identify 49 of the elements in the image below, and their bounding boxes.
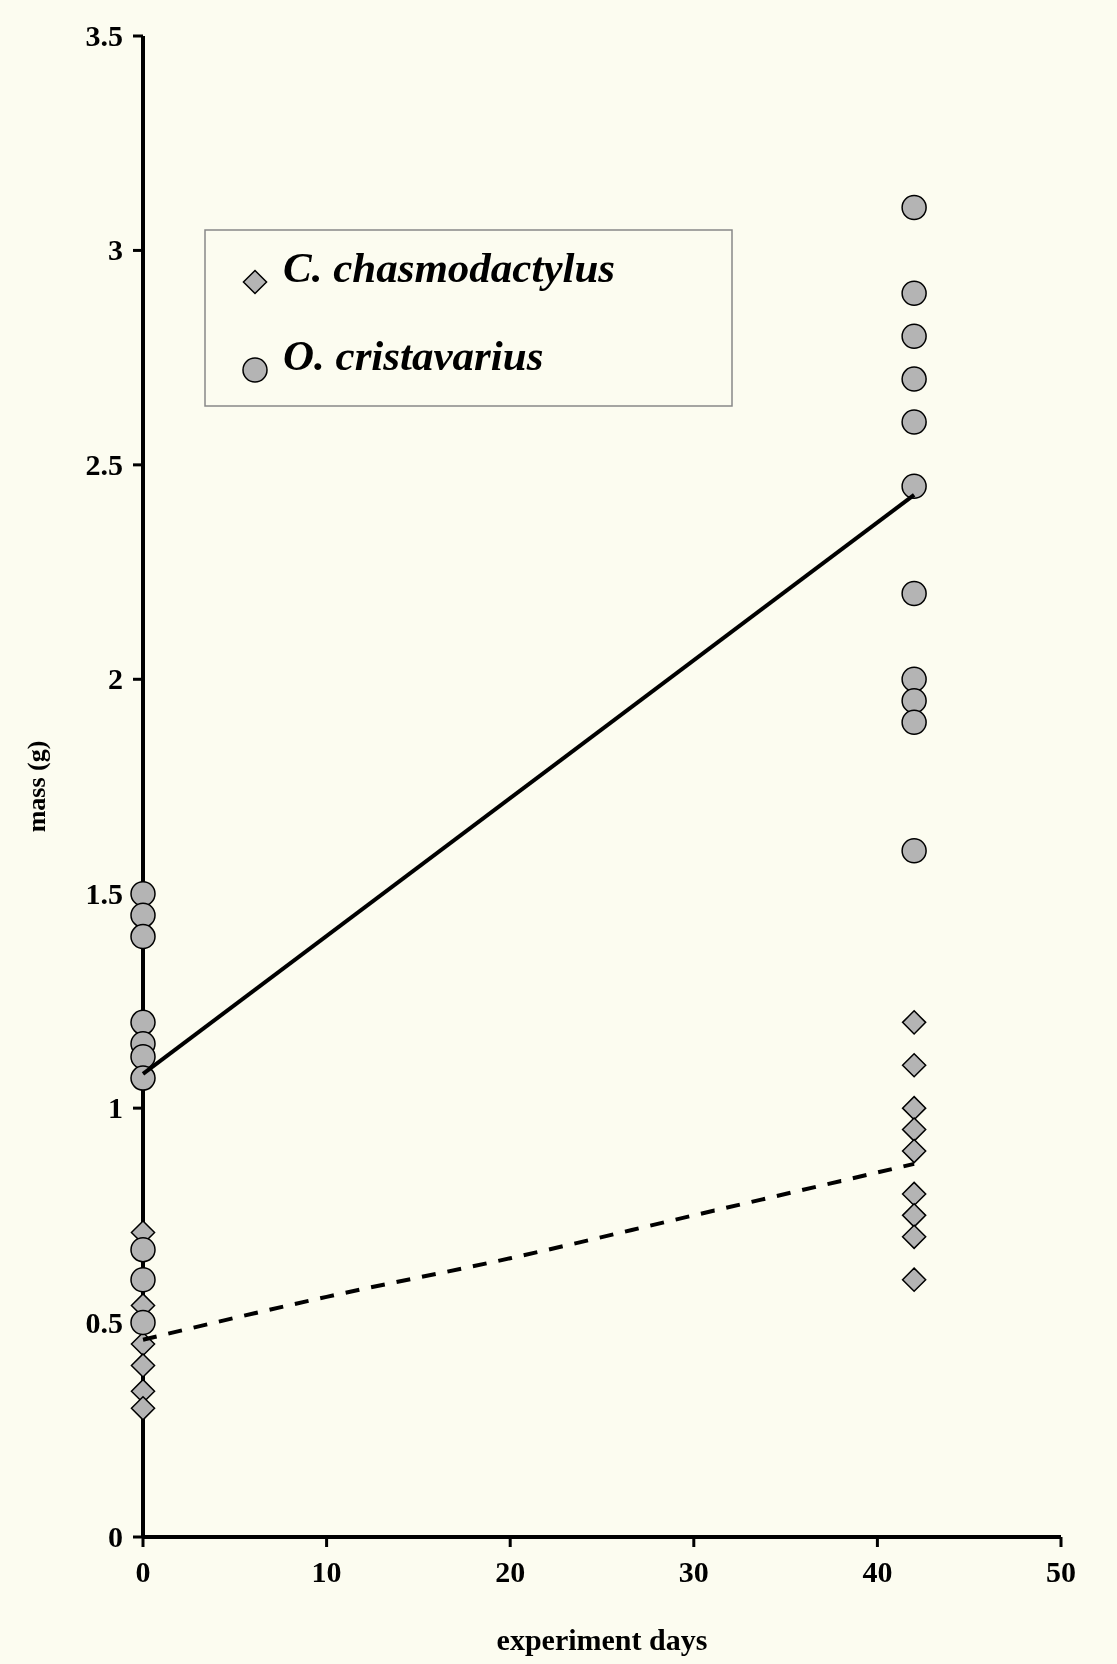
point bbox=[901, 473, 927, 500]
point bbox=[901, 1010, 927, 1035]
legend-label: C. chasmodactylus bbox=[283, 244, 616, 291]
point bbox=[901, 838, 927, 864]
point bbox=[901, 1095, 927, 1121]
point bbox=[130, 1236, 156, 1263]
y-tick-label: 3.5 bbox=[85, 19, 123, 52]
point bbox=[130, 1043, 156, 1070]
point bbox=[130, 1009, 156, 1036]
y-tick-label: 2.5 bbox=[85, 447, 123, 481]
point bbox=[901, 1224, 927, 1250]
point bbox=[901, 1181, 927, 1207]
point bbox=[901, 366, 927, 392]
point bbox=[901, 1267, 927, 1292]
y-axis-title: mass (g) bbox=[22, 740, 51, 833]
point bbox=[901, 709, 927, 735]
y-tick-label: 3 bbox=[108, 233, 123, 267]
x-tick-label: 20 bbox=[495, 1555, 526, 1588]
x-tick-label: 10 bbox=[311, 1555, 342, 1588]
point bbox=[901, 687, 927, 714]
y-tick-label: 0.5 bbox=[85, 1305, 123, 1339]
point bbox=[901, 323, 927, 349]
legend-label: O. cristavarius bbox=[283, 332, 544, 379]
point bbox=[901, 580, 927, 607]
point bbox=[901, 409, 927, 435]
point bbox=[130, 1353, 156, 1378]
y-tick-label: 0 bbox=[108, 1520, 123, 1553]
point bbox=[130, 923, 156, 950]
point bbox=[901, 1117, 927, 1142]
point bbox=[901, 1138, 927, 1164]
x-axis-title: experiment days bbox=[496, 1623, 708, 1656]
point bbox=[130, 880, 156, 907]
point bbox=[130, 902, 156, 928]
point bbox=[130, 1309, 156, 1336]
point bbox=[901, 194, 927, 221]
x-tick-label: 50 bbox=[1046, 1555, 1076, 1588]
y-tick-label: 1 bbox=[108, 1091, 123, 1125]
point bbox=[130, 1266, 156, 1293]
point bbox=[901, 666, 927, 693]
y-tick-label: 2 bbox=[108, 662, 123, 696]
point bbox=[901, 1203, 927, 1228]
x-tick-label: 30 bbox=[678, 1555, 709, 1588]
y-tick-label: 1.5 bbox=[85, 876, 123, 910]
point bbox=[130, 1396, 156, 1421]
point bbox=[901, 1052, 927, 1078]
x-tick-label: 40 bbox=[862, 1555, 893, 1588]
point bbox=[130, 1065, 156, 1091]
point bbox=[901, 280, 927, 307]
x-tick-label: 0 bbox=[135, 1555, 151, 1588]
